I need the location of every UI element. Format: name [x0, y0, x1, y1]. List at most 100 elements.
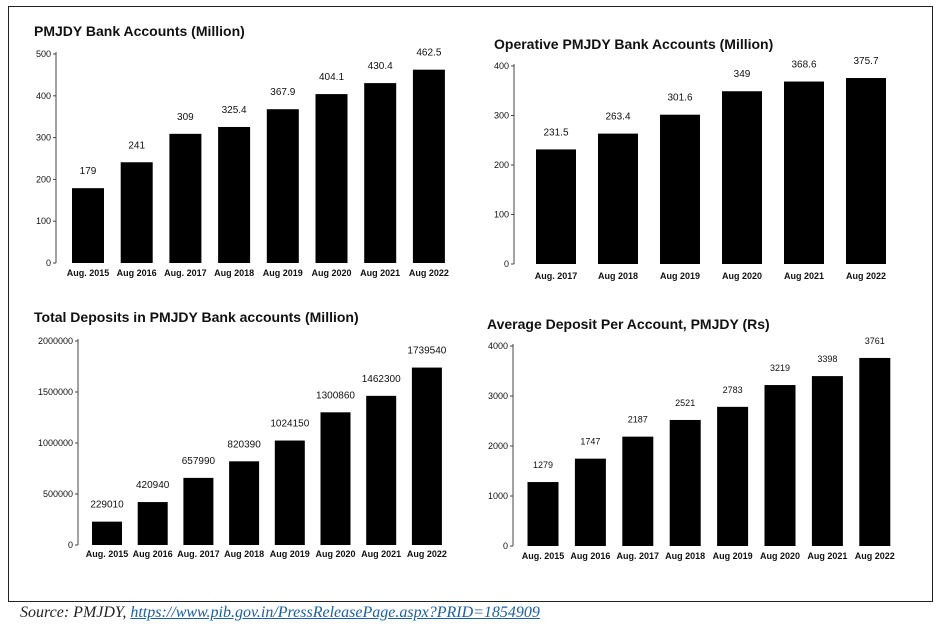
- bar: [574, 458, 606, 546]
- y-tick-label: 1500000: [38, 387, 73, 397]
- data-label: 1747: [580, 437, 600, 447]
- source-link[interactable]: https://www.pib.gov.in/PressReleasePage.…: [130, 604, 540, 621]
- data-label: 231.5: [543, 127, 568, 138]
- data-label: 301.6: [667, 93, 692, 104]
- data-label: 2783: [723, 385, 743, 395]
- x-tick-label: Aug 2018: [665, 551, 705, 561]
- x-tick-label: Aug. 2015: [67, 268, 110, 278]
- x-tick-label: Aug 2020: [760, 551, 800, 561]
- bar: [764, 385, 796, 546]
- chart-operative-accounts: Operative PMJDY Bank Accounts (Million) 0…: [470, 0, 945, 300]
- x-tick-label: Aug 2022: [409, 268, 449, 278]
- data-label: 3219: [770, 363, 790, 373]
- x-tick-label: Aug 2021: [784, 271, 824, 281]
- y-tick-label: 0: [46, 258, 51, 268]
- bar: [412, 69, 445, 263]
- data-label: 367.9: [270, 87, 295, 98]
- data-label: 1279: [533, 460, 553, 470]
- y-tick-label: 1000000: [38, 438, 73, 448]
- data-label: 430.4: [368, 61, 393, 72]
- x-tick-label: Aug 2021: [361, 549, 401, 559]
- bar: [320, 412, 351, 545]
- x-tick-label: Aug 2019: [270, 549, 310, 559]
- data-label: 2521: [675, 398, 695, 408]
- x-tick-label: Aug 2019: [263, 268, 303, 278]
- bar: [717, 406, 749, 546]
- y-tick-label: 400: [494, 61, 509, 71]
- source-note: Source: PMJDY, https://www.pib.gov.in/Pr…: [20, 604, 540, 622]
- x-tick-label: Aug 2018: [224, 549, 264, 559]
- x-tick-label: Aug. 2015: [522, 551, 565, 561]
- bar: [622, 436, 654, 546]
- chart-title: Total Deposits in PMJDY Bank accounts (M…: [34, 309, 359, 325]
- y-tick-label: 200: [494, 160, 509, 170]
- data-label: 420940: [136, 480, 170, 491]
- data-label: 375.7: [853, 56, 878, 67]
- y-tick-label: 2000000: [38, 336, 73, 346]
- bar: [598, 133, 638, 264]
- data-label: 3761: [865, 336, 885, 346]
- x-tick-label: Aug 2020: [311, 268, 351, 278]
- data-label: 657990: [182, 456, 216, 467]
- data-label: 263.4: [605, 112, 630, 123]
- bar: [315, 94, 348, 263]
- y-tick-label: 3000: [488, 391, 508, 401]
- bar: [92, 521, 122, 545]
- bar: [266, 109, 299, 263]
- bar: [846, 78, 886, 264]
- y-tick-label: 100: [36, 216, 51, 226]
- bar: [137, 502, 168, 545]
- chart-total-deposits: Total Deposits in PMJDY Bank accounts (M…: [0, 300, 470, 600]
- x-tick-label: Aug. 2017: [617, 551, 660, 561]
- y-tick-label: 300: [36, 133, 51, 143]
- x-tick-label: Aug 2020: [315, 549, 355, 559]
- chart-average-deposit: Average Deposit Per Account, PMJDY (Rs) 0…: [470, 300, 945, 600]
- x-tick-label: Aug 2019: [660, 271, 700, 281]
- chart-title: Operative PMJDY Bank Accounts (Million): [494, 36, 773, 52]
- bar: [784, 81, 824, 264]
- x-tick-label: Aug 2018: [214, 268, 254, 278]
- y-tick-label: 400: [36, 91, 51, 101]
- bar: [120, 162, 153, 263]
- x-tick-label: Aug 2018: [598, 271, 638, 281]
- bar: [536, 149, 576, 264]
- x-tick-label: Aug. 2017: [164, 268, 207, 278]
- chart-svg: Total Deposits in PMJDY Bank accounts (M…: [34, 309, 447, 559]
- y-tick-label: 0: [503, 541, 508, 551]
- data-label: 1739540: [407, 346, 446, 357]
- y-tick-label: 1000: [488, 491, 508, 501]
- x-tick-label: Aug 2016: [133, 549, 173, 559]
- data-label: 404.1: [319, 72, 344, 83]
- x-tick-label: Aug. 2017: [535, 271, 578, 281]
- data-label: 1024150: [270, 419, 309, 430]
- data-label: 229010: [90, 500, 124, 511]
- x-tick-label: Aug 2016: [570, 551, 610, 561]
- bar: [364, 83, 397, 263]
- x-tick-label: Aug 2019: [713, 551, 753, 561]
- data-label: 1300860: [316, 390, 355, 401]
- y-tick-label: 4000: [488, 341, 508, 351]
- data-label: 3398: [817, 354, 837, 364]
- chart-svg: Operative PMJDY Bank Accounts (Million) 0…: [494, 36, 886, 281]
- chart-title: Average Deposit Per Account, PMJDY (Rs): [487, 316, 770, 332]
- x-tick-label: Aug 2022: [846, 271, 886, 281]
- bar: [72, 188, 104, 263]
- y-tick-label: 2000: [488, 441, 508, 451]
- x-tick-label: Aug. 2015: [86, 549, 129, 559]
- bar: [411, 367, 442, 545]
- x-tick-label: Aug 2020: [722, 271, 762, 281]
- y-tick-label: 100: [494, 210, 509, 220]
- data-label: 309: [177, 112, 194, 123]
- x-tick-label: Aug 2022: [407, 549, 447, 559]
- x-tick-label: Aug 2016: [117, 268, 157, 278]
- x-tick-label: Aug 2021: [807, 551, 847, 561]
- source-prefix: Source: PMJDY,: [20, 604, 131, 621]
- chart-pmjdy-bank-accounts: PMJDY Bank Accounts (Million) 0 100 200 300 4…: [0, 0, 470, 300]
- bar: [229, 461, 260, 545]
- y-tick-label: 0: [68, 540, 73, 550]
- y-tick-label: 300: [494, 111, 509, 121]
- bar: [366, 395, 397, 545]
- x-tick-label: Aug 2022: [855, 551, 895, 561]
- bar: [169, 133, 202, 263]
- chart-title: PMJDY Bank Accounts (Million): [34, 23, 245, 39]
